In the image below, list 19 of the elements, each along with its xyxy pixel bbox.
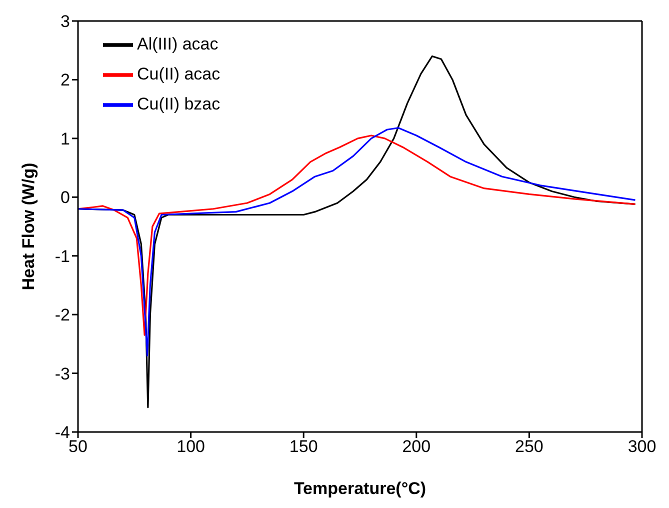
- y-tick-label: 0: [60, 188, 70, 208]
- x-tick-label: 250: [515, 437, 544, 456]
- x-tick-label: 50: [68, 437, 88, 456]
- x-tick-label: 200: [402, 437, 431, 456]
- legend-label: Al(III) acac: [137, 34, 218, 54]
- legend-label: Cu(II) bzac: [137, 94, 220, 114]
- y-tick-label: -3: [54, 364, 70, 384]
- y-tick-label: 1: [60, 129, 70, 148]
- y-tick-label: -1: [54, 246, 70, 266]
- y-axis-title: Heat Flow (W/g): [19, 162, 38, 290]
- x-tick-label: 100: [176, 437, 205, 456]
- y-tick-label: -4: [54, 423, 70, 442]
- legend-label: Cu(II) acac: [137, 64, 220, 84]
- x-tick-label: 300: [628, 437, 656, 456]
- y-tick-label: 2: [60, 70, 70, 90]
- y-tick-label: 3: [60, 12, 70, 32]
- x-tick-label: 150: [289, 437, 318, 456]
- y-tick-label: -2: [54, 306, 70, 325]
- x-axis-title: Temperature(°C): [294, 479, 426, 498]
